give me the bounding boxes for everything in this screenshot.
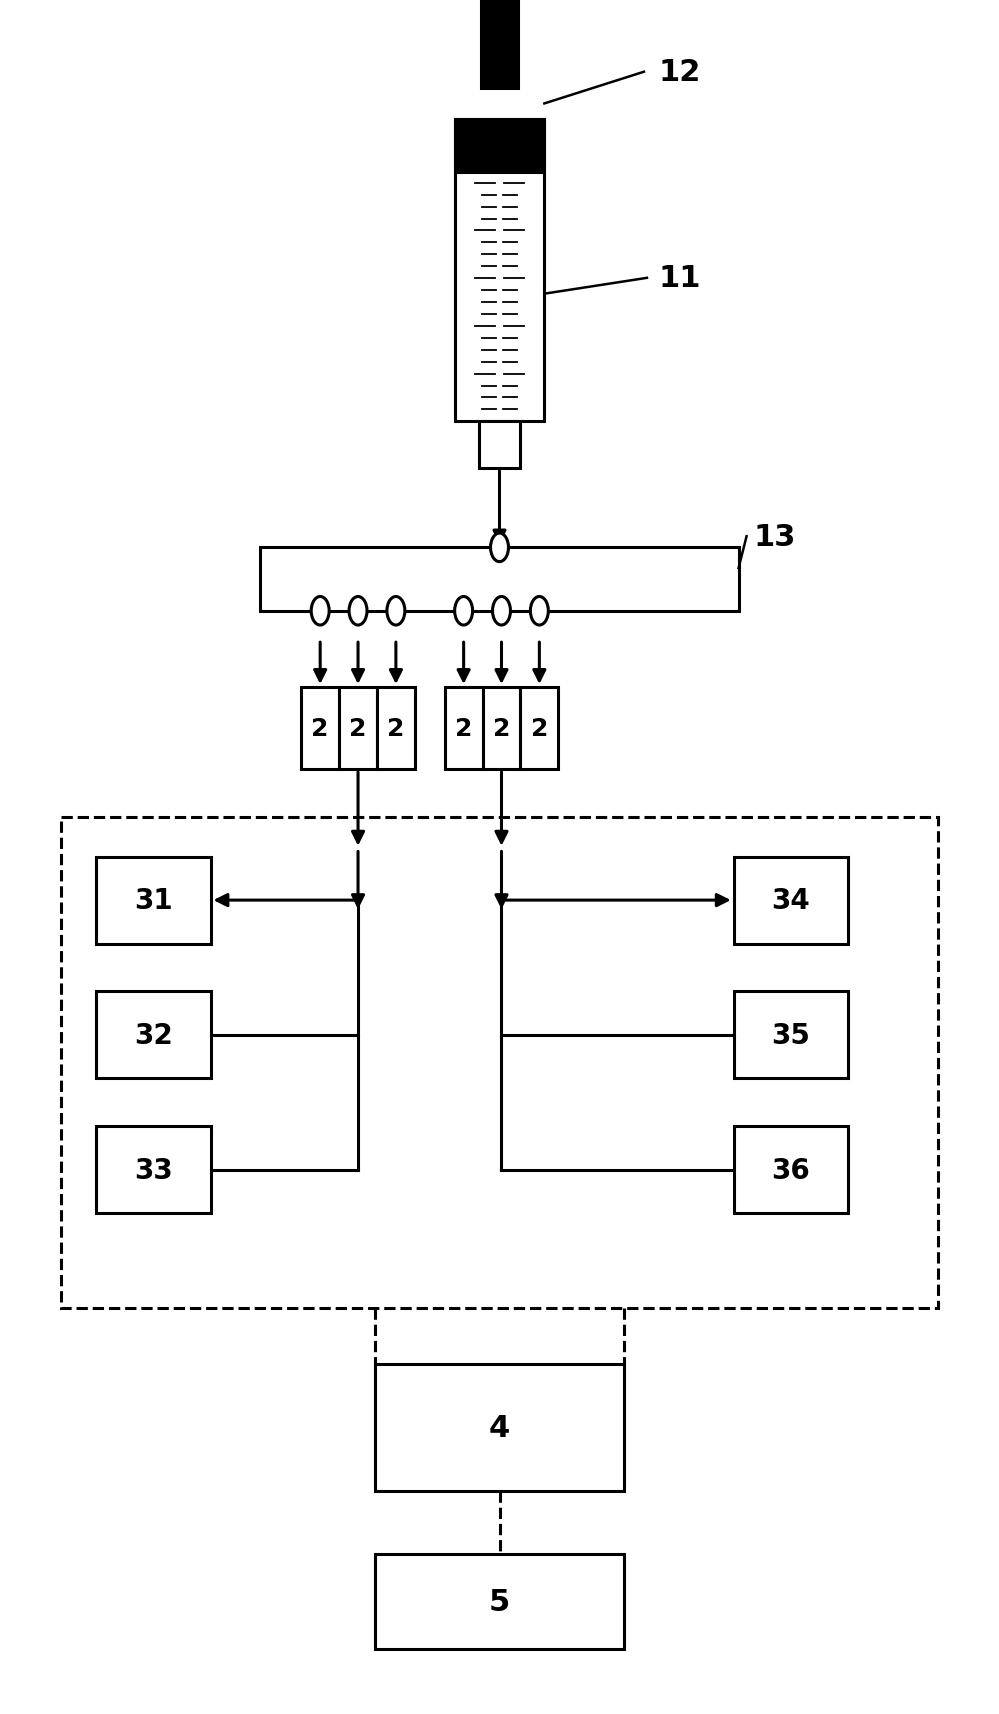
Bar bbox=[733, 992, 848, 1078]
Text: 2: 2 bbox=[350, 716, 367, 740]
Circle shape bbox=[387, 596, 405, 626]
Bar bbox=[261, 548, 738, 612]
Text: 2: 2 bbox=[312, 716, 329, 740]
Text: 31: 31 bbox=[134, 886, 173, 915]
Text: 2: 2 bbox=[455, 716, 473, 740]
Bar bbox=[96, 1126, 211, 1214]
Text: 34: 34 bbox=[771, 886, 810, 915]
Bar bbox=[479, 422, 520, 470]
Bar bbox=[375, 1364, 624, 1491]
Bar bbox=[455, 120, 544, 173]
Bar bbox=[96, 857, 211, 944]
Text: 2: 2 bbox=[493, 716, 510, 740]
Bar bbox=[520, 687, 558, 770]
Text: 2: 2 bbox=[388, 716, 405, 740]
Bar bbox=[375, 1555, 624, 1649]
Circle shape bbox=[493, 596, 510, 626]
Bar bbox=[61, 818, 938, 1308]
Bar bbox=[377, 687, 415, 770]
Bar bbox=[481, 2, 518, 89]
Bar bbox=[339, 687, 377, 770]
Bar bbox=[302, 687, 339, 770]
Circle shape bbox=[491, 533, 508, 562]
Bar bbox=[733, 1126, 848, 1214]
Text: 12: 12 bbox=[659, 58, 701, 87]
Text: 33: 33 bbox=[134, 1155, 173, 1184]
Bar bbox=[455, 120, 544, 422]
Bar bbox=[483, 687, 520, 770]
Text: 4: 4 bbox=[489, 1412, 510, 1441]
Text: 2: 2 bbox=[530, 716, 548, 740]
Text: 5: 5 bbox=[489, 1587, 510, 1616]
Text: 32: 32 bbox=[134, 1022, 173, 1049]
Circle shape bbox=[530, 596, 548, 626]
Bar bbox=[733, 857, 848, 944]
Circle shape bbox=[349, 596, 367, 626]
Bar bbox=[96, 992, 211, 1078]
Circle shape bbox=[455, 596, 473, 626]
Circle shape bbox=[312, 596, 329, 626]
Text: 35: 35 bbox=[771, 1022, 810, 1049]
Text: 13: 13 bbox=[753, 523, 796, 552]
Text: 11: 11 bbox=[659, 264, 701, 293]
Text: 36: 36 bbox=[771, 1155, 810, 1184]
Bar bbox=[445, 687, 483, 770]
